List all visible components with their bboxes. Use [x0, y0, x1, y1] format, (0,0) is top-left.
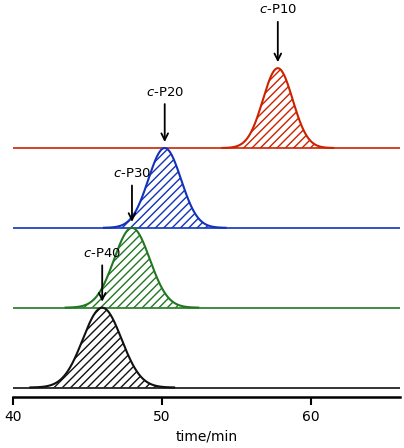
Text: $\mathit{c}$-P40: $\mathit{c}$-P40	[83, 247, 121, 300]
Text: $\mathit{c}$-P20: $\mathit{c}$-P20	[146, 86, 184, 140]
Text: $\mathit{c}$-P10: $\mathit{c}$-P10	[259, 3, 297, 60]
X-axis label: time/min: time/min	[175, 430, 238, 444]
Text: $\mathit{c}$-P30: $\mathit{c}$-P30	[113, 167, 151, 220]
